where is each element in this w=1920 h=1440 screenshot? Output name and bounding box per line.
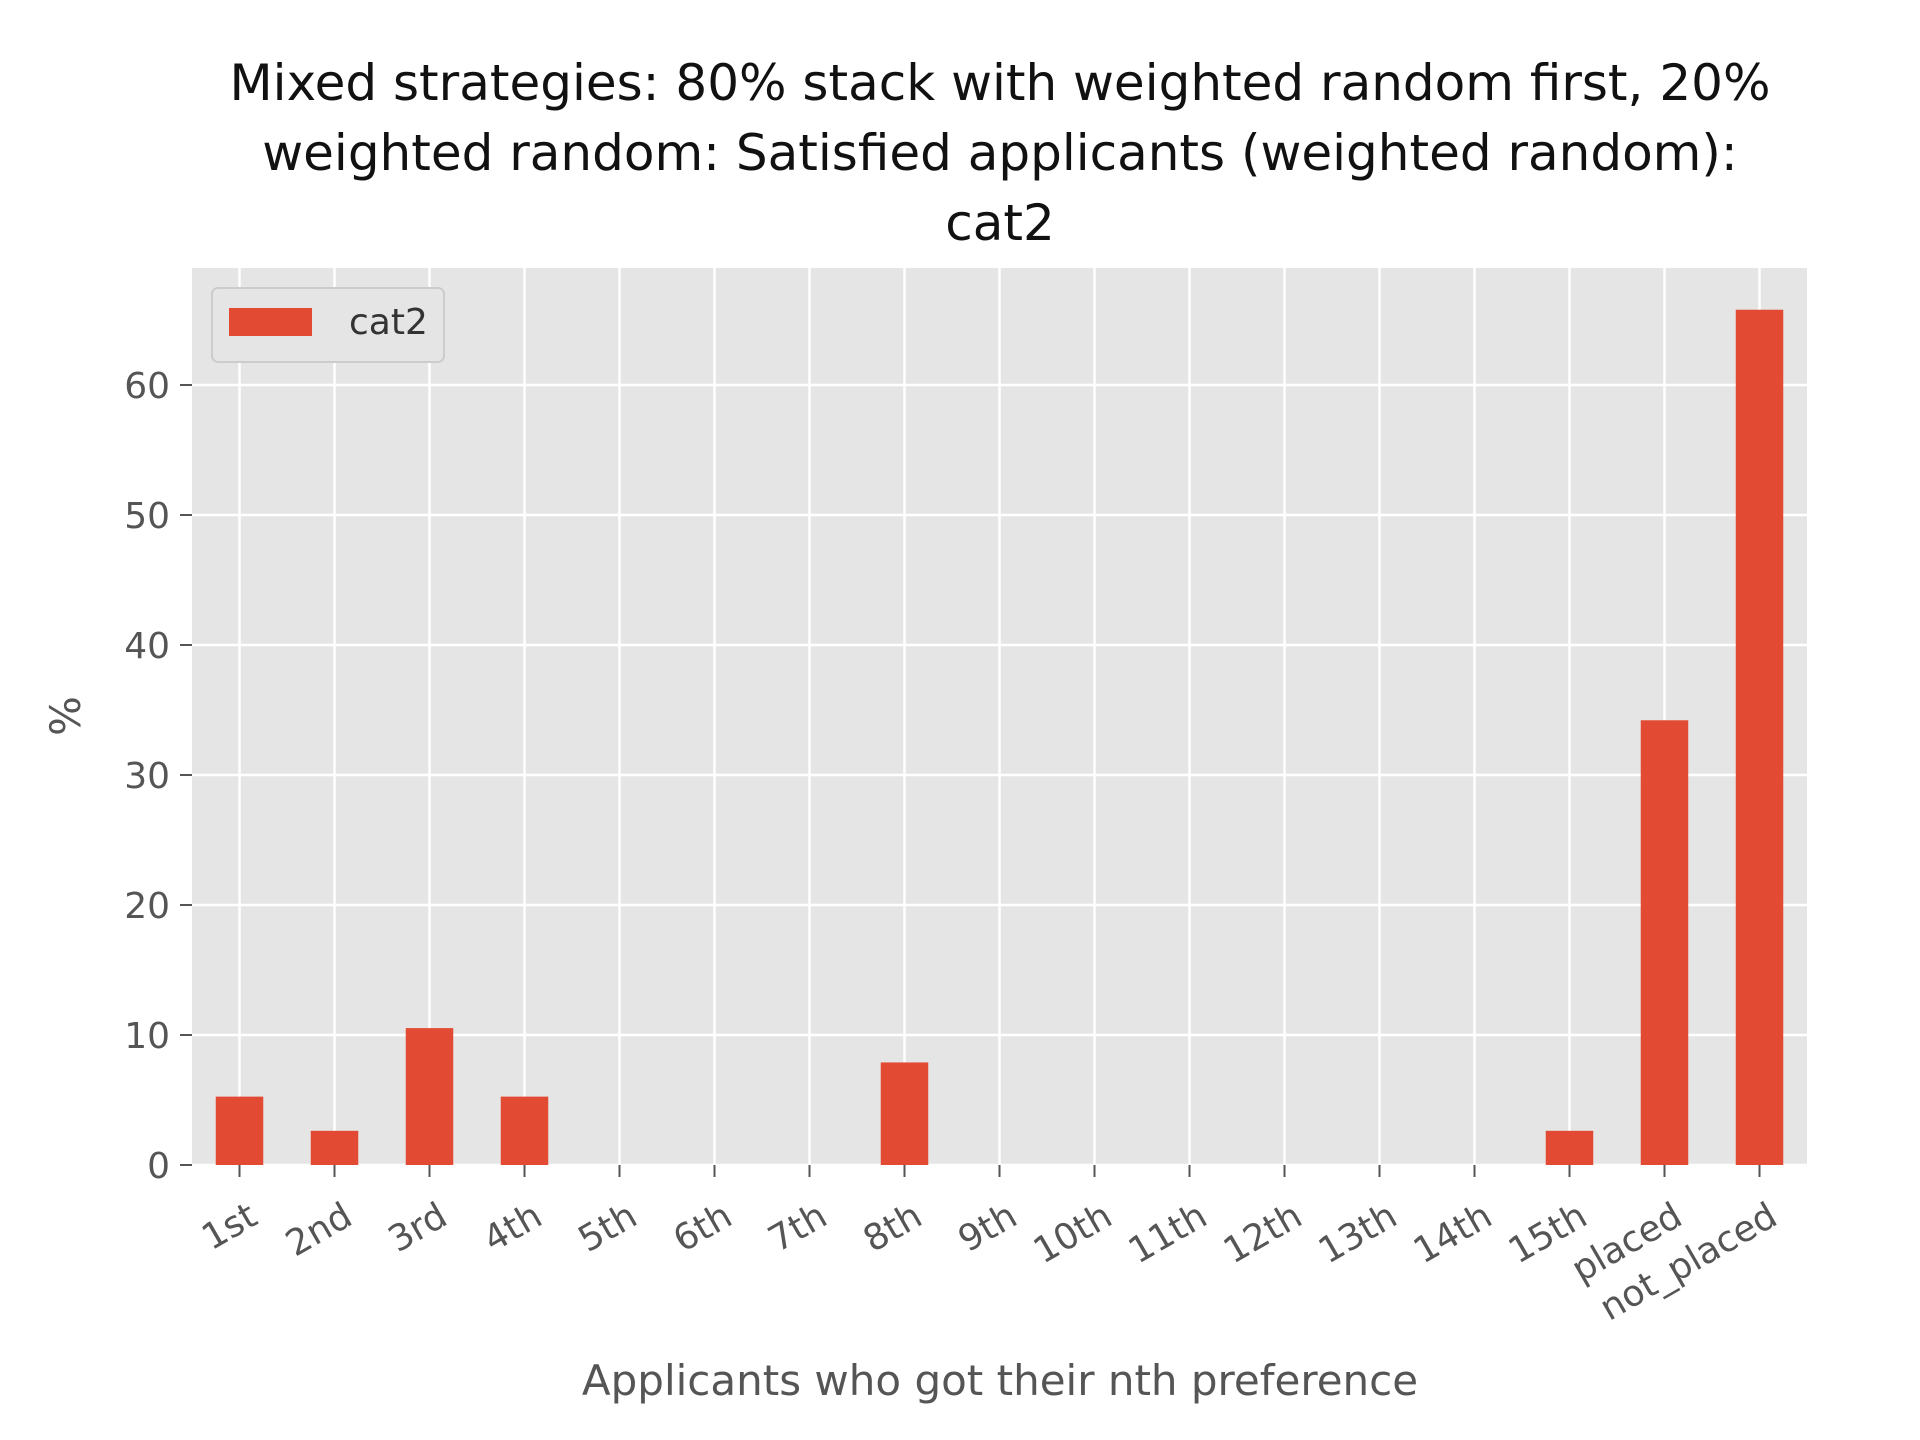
bar (215, 1096, 264, 1165)
bar (1735, 309, 1784, 1166)
bar (500, 1096, 549, 1165)
y-tick-label: 10 (124, 1016, 170, 1057)
title-line-2: weighted random: Satisfied applicants (w… (262, 124, 1737, 182)
x-tick-label: 1st (195, 1195, 264, 1258)
x-tick-label: 11th (1122, 1195, 1214, 1272)
y-axis-label: % (41, 696, 90, 736)
x-tick-label: 6th (667, 1195, 739, 1260)
bar (1545, 1130, 1594, 1165)
x-tick-label: 10th (1027, 1195, 1119, 1272)
y-tick-label: 40 (124, 626, 170, 667)
bars (215, 309, 1784, 1166)
bar (1640, 720, 1689, 1165)
legend-swatch (229, 308, 312, 336)
title-line-1: Mixed strategies: 80% stack with weighte… (230, 54, 1771, 112)
grid (192, 268, 1807, 1167)
y-axis: 0 10 20 30 40 50 60 (124, 366, 192, 1187)
x-tick-label: 14th (1407, 1195, 1499, 1272)
bar (880, 1062, 929, 1165)
bar (310, 1130, 359, 1165)
x-tick-label: 13th (1312, 1195, 1404, 1272)
bar (405, 1028, 454, 1165)
y-tick-label: 60 (124, 366, 170, 407)
chart-title: Mixed strategies: 80% stack with weighte… (230, 54, 1771, 252)
x-axis-label: Applicants who got their nth preference (582, 1356, 1418, 1405)
title-line-3: cat2 (945, 194, 1055, 252)
x-tick-label: 12th (1217, 1195, 1309, 1272)
y-tick-label: 30 (124, 756, 170, 797)
x-tick-label: 9th (952, 1195, 1024, 1260)
y-tick-label: 50 (124, 496, 170, 537)
x-axis: 1st 2nd 3rd 4th 5th 6th 7th 8th 9th 10th 11th 12th 1… (195, 1165, 1784, 1329)
x-tick-label: 2nd (279, 1195, 359, 1265)
x-tick-label: 7th (762, 1195, 834, 1260)
legend: cat2 (211, 287, 445, 363)
y-tick-label: 0 (147, 1146, 170, 1187)
x-tick-label: 5th (572, 1195, 644, 1260)
legend-label: cat2 (349, 302, 428, 343)
x-tick-label: 8th (857, 1195, 929, 1260)
y-tick-label: 20 (124, 886, 170, 927)
x-tick-label: 4th (477, 1195, 549, 1260)
legend-box (211, 287, 445, 363)
x-tick-label: 3rd (382, 1195, 454, 1260)
